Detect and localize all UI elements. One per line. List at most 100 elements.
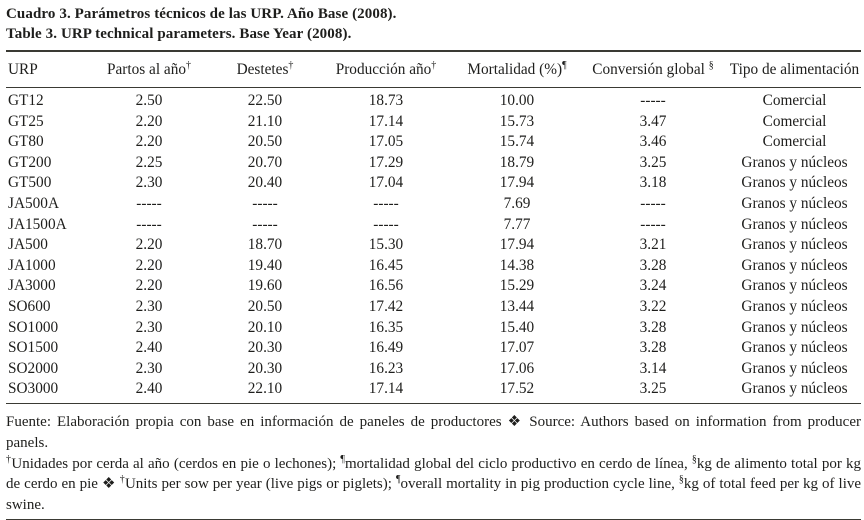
table-cell: 2.20	[135, 112, 163, 130]
table-cell: 16.23	[368, 359, 404, 377]
column-header: Conversión global §	[578, 51, 728, 88]
table-cell: 7.77	[503, 215, 531, 233]
table-cell: -----	[373, 194, 399, 212]
table-cell: 3.25	[639, 380, 667, 398]
table-cell: SO600	[8, 297, 51, 315]
table-row: SO2000 2.30 20.30 16.23 17.06 3.14 Granos y nú…	[6, 359, 861, 380]
table-cell: SO1000	[8, 318, 59, 336]
table-row: JA500A ----- ----- ----- 7.69 ----- Granos y n…	[6, 194, 861, 215]
table-cell: Comercial	[762, 133, 827, 151]
table-cell: 17.94	[499, 236, 535, 254]
table-cell: 2.20	[135, 256, 163, 274]
table-row: SO3000 2.40 22.10 17.14 17.52 3.25 Granos y nú…	[6, 379, 861, 403]
table-row: GT500 2.30 20.40 17.04 17.94 3.18 Granos y núc…	[6, 173, 861, 194]
table-cell: 2.20	[135, 236, 163, 254]
table-cell: Granos y núcleos	[741, 194, 848, 212]
table-cell: JA500A	[8, 194, 59, 212]
table-row: JA3000 2.20 19.60 16.56 15.29 3.24 Granos y nú…	[6, 276, 861, 297]
table-cell: 17.52	[499, 380, 535, 398]
table-cell: 7.69	[503, 194, 531, 212]
table-cell: 20.50	[247, 297, 283, 315]
table-cell: 2.20	[135, 277, 163, 295]
table-cell: 17.07	[499, 339, 535, 357]
table-cell: 2.50	[135, 92, 163, 109]
table-body: GT12 2.50 22.50 18.73 10.00 ----- Comercial GT2…	[6, 88, 861, 404]
table-cell: GT80	[8, 133, 44, 151]
table-cell: 22.10	[247, 380, 283, 398]
table-cell: 3.21	[639, 236, 667, 254]
table-cell: 17.42	[368, 297, 404, 315]
table-cell: 14.38	[499, 256, 535, 274]
table-cell: 3.46	[639, 133, 667, 151]
table-cell: JA1000	[8, 256, 56, 274]
table-cell: Granos y núcleos	[741, 215, 848, 233]
table-cell: -----	[252, 194, 278, 212]
table-cell: 2.40	[135, 339, 163, 357]
table-cell: GT200	[8, 153, 52, 171]
table-row: SO600 2.30 20.50 17.42 13.44 3.22 Granos y núc…	[6, 297, 861, 318]
table-cell: Comercial	[762, 92, 827, 109]
table-row: SO1500 2.40 20.30 16.49 17.07 3.28 Granos y nú…	[6, 338, 861, 359]
table-cell: 2.30	[135, 359, 163, 377]
table-cell: 2.30	[135, 318, 163, 336]
table-cell: 17.06	[499, 359, 535, 377]
table-cell: 15.73	[499, 112, 535, 130]
table-cell: 20.30	[247, 359, 283, 377]
table-cell: 2.40	[135, 380, 163, 398]
table-row: JA1500A ----- ----- ----- 7.77 ----- Granos y …	[6, 215, 861, 236]
table-header-row: URP Partos al año† Destetes† Producción año…	[6, 51, 861, 88]
table-cell: Granos y núcleos	[741, 359, 848, 377]
column-header: Destetes†	[214, 51, 316, 88]
table-cell: -----	[252, 215, 278, 233]
table-cell: 20.70	[247, 153, 283, 171]
table-cell: JA3000	[8, 277, 56, 295]
table-row: GT25 2.20 21.10 17.14 15.73 3.47 Comercial	[6, 112, 861, 133]
table-cell: -----	[640, 194, 666, 212]
table-cell: 2.30	[135, 297, 163, 315]
table-cell: 2.30	[135, 174, 163, 192]
table-cell: SO1500	[8, 339, 59, 357]
table-cell: 3.28	[639, 339, 667, 357]
table-cell: GT500	[8, 174, 52, 192]
column-header: Tipo de alimentación	[728, 51, 861, 88]
column-header: Producción año†	[316, 51, 456, 88]
table-row: GT200 2.25 20.70 17.29 18.79 3.25 Granos y núc…	[6, 153, 861, 174]
table-cell: 20.30	[247, 339, 283, 357]
table-cell: 17.05	[368, 133, 404, 151]
table-cell: SO2000	[8, 359, 59, 377]
table-cell: 20.50	[247, 133, 283, 151]
table-cell: 22.50	[247, 92, 283, 109]
table-cell: GT25	[8, 112, 44, 130]
table-cell: Granos y núcleos	[741, 297, 848, 315]
table-row: GT12 2.50 22.50 18.73 10.00 ----- Comercial	[6, 88, 861, 112]
table-cell: 17.29	[368, 153, 404, 171]
table-cell: 16.49	[368, 339, 404, 357]
table-cell: 15.29	[499, 277, 535, 295]
table-cell: 19.60	[247, 277, 283, 295]
table-cell: 3.18	[639, 174, 667, 192]
table-cell: -----	[640, 92, 666, 109]
table-cell: 15.30	[368, 236, 404, 254]
table-cell: 16.45	[368, 256, 404, 274]
table-cell: 19.40	[247, 256, 283, 274]
table-cell: 3.47	[639, 112, 667, 130]
table-cell: Granos y núcleos	[741, 380, 848, 398]
footnote-source: Fuente: Elaboración propia con base en i…	[6, 413, 861, 451]
table-cell: 17.14	[368, 380, 404, 398]
table-cell: 21.10	[247, 112, 283, 130]
footnote-definitions: †Unidades por cerda al año (cerdos en pi…	[6, 453, 862, 514]
table-cell: Granos y núcleos	[741, 256, 848, 274]
table-cell: 17.14	[368, 112, 404, 130]
table-cell: -----	[136, 194, 162, 212]
table-cell: 18.70	[247, 236, 283, 254]
table-cell: SO3000	[8, 380, 59, 398]
table-cell: 3.25	[639, 153, 667, 171]
table-cell: 3.14	[639, 359, 667, 377]
page-title-spanish: Cuadro 3. Parámetros técnicos de las URP…	[6, 6, 397, 22]
table-cell: Granos y núcleos	[741, 236, 848, 254]
table-cell: 18.79	[499, 153, 535, 171]
table-cell: 3.24	[639, 277, 667, 295]
table-row: JA500 2.20 18.70 15.30 17.94 3.21 Granos y núc…	[6, 235, 861, 256]
table-cell: -----	[136, 215, 162, 233]
table-cell: 20.10	[247, 318, 283, 336]
